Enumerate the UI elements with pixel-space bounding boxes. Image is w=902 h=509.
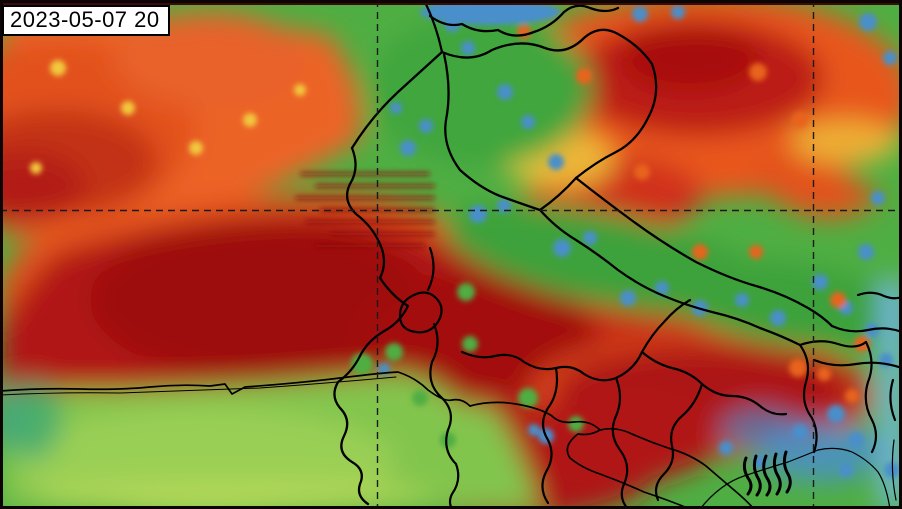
western-border [333, 146, 410, 506]
timestamp-label: 2023-05-07 20 [2, 5, 170, 36]
nepal-borders [538, 176, 834, 347]
eastern-borders [798, 291, 902, 454]
speckle-detail-layer [30, 0, 900, 478]
central-borders [398, 246, 788, 509]
delta-scribble [742, 450, 792, 497]
coastlines [0, 371, 897, 509]
northern-borders [350, 0, 658, 212]
